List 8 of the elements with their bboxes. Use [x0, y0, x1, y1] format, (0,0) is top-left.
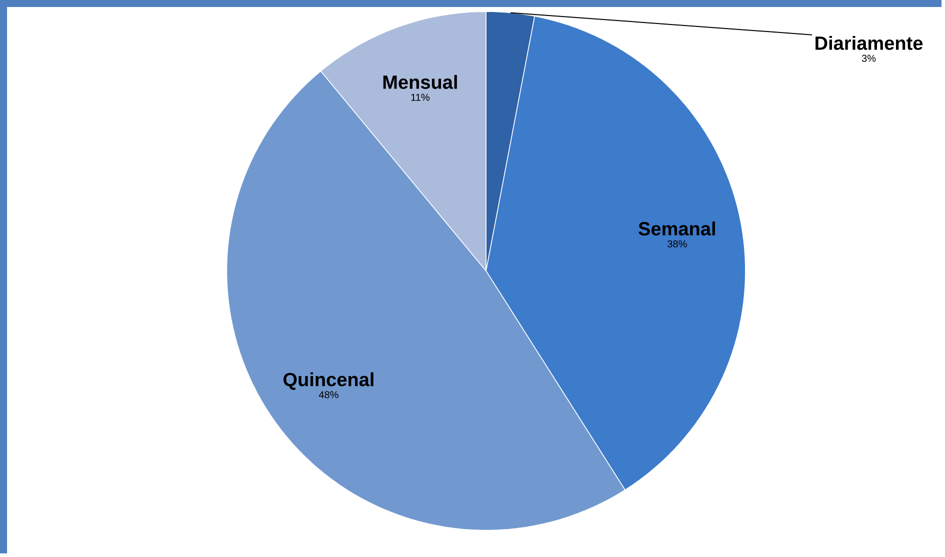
slice-label: Quincenal: [283, 372, 374, 390]
slice-label: Mensual: [383, 74, 457, 89]
slice-label: Diariamente: [816, 36, 923, 50]
data-label: 11%: [411, 94, 430, 101]
data-label: 38%: [668, 240, 687, 248]
data-label: 48%: [318, 391, 338, 398]
data-label: 3%: [862, 54, 876, 62]
slice-label: Semanal: [638, 222, 715, 236]
